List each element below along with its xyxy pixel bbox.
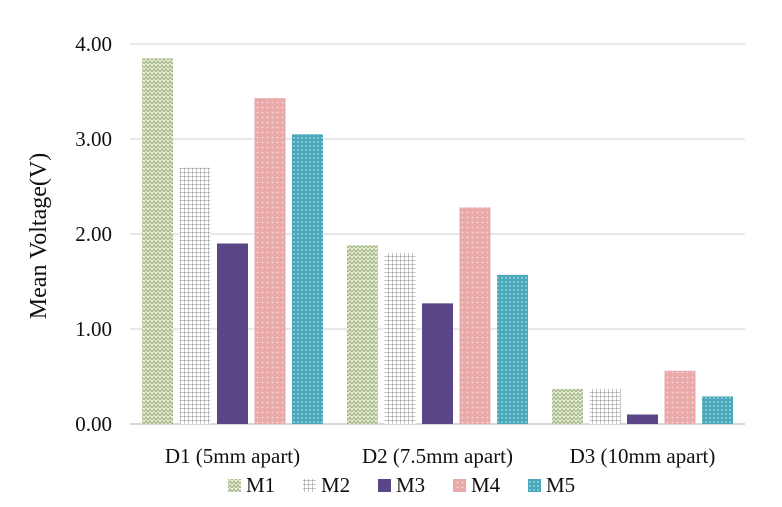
bar-m1-1: [142, 58, 173, 424]
legend-label-m4: M4: [471, 473, 501, 497]
legend-swatch-m5: [528, 479, 541, 492]
legend-label-m1: M1: [246, 473, 275, 497]
y-tick-label: 4.00: [75, 32, 112, 56]
x-tick-label: D1 (5mm apart): [165, 444, 300, 468]
legend-label-m5: M5: [546, 473, 575, 497]
x-tick-label: D2 (7.5mm apart): [362, 444, 513, 468]
y-tick-label: 3.00: [75, 127, 112, 151]
x-tick-label: D3 (10mm apart): [570, 444, 716, 468]
legend-swatch-m4: [453, 479, 466, 492]
legend-label-m2: M2: [321, 473, 350, 497]
x-axis-ticks: D1 (5mm apart) D2 (7.5mm apart) D3 (10mm a…: [165, 444, 716, 468]
bar-m4-2: [460, 207, 491, 424]
y-axis-ticks: 0.00 1.00 2.00 3.00 4.00: [75, 32, 112, 436]
bar-m2-3: [590, 389, 621, 424]
bar-m2-1: [180, 168, 211, 425]
y-axis-title: Mean Voltage(V): [26, 153, 52, 319]
y-tick-label: 1.00: [75, 317, 112, 341]
bar-m3-3: [627, 415, 658, 425]
bar-m2-2: [385, 253, 416, 424]
legend-label-m3: M3: [396, 473, 425, 497]
legend-swatch-m1: [228, 479, 241, 492]
legend: M1 M2 M3 M4 M5: [228, 473, 575, 497]
bar-m5-2: [497, 275, 528, 424]
bar-m3-1: [217, 244, 248, 425]
bar-m5-3: [702, 396, 733, 424]
bar-m4-1: [255, 98, 286, 424]
y-tick-label: 0.00: [75, 412, 112, 436]
y-tick-label: 2.00: [75, 222, 112, 246]
bar-m3-2: [422, 303, 453, 424]
bar-m1-2: [347, 245, 378, 424]
bars: [142, 58, 733, 424]
bar-m1-3: [552, 389, 583, 424]
bar-m5-1: [292, 134, 323, 424]
bar-m4-3: [665, 371, 696, 424]
legend-swatch-m2: [303, 479, 316, 492]
legend-swatch-m3: [378, 479, 391, 492]
